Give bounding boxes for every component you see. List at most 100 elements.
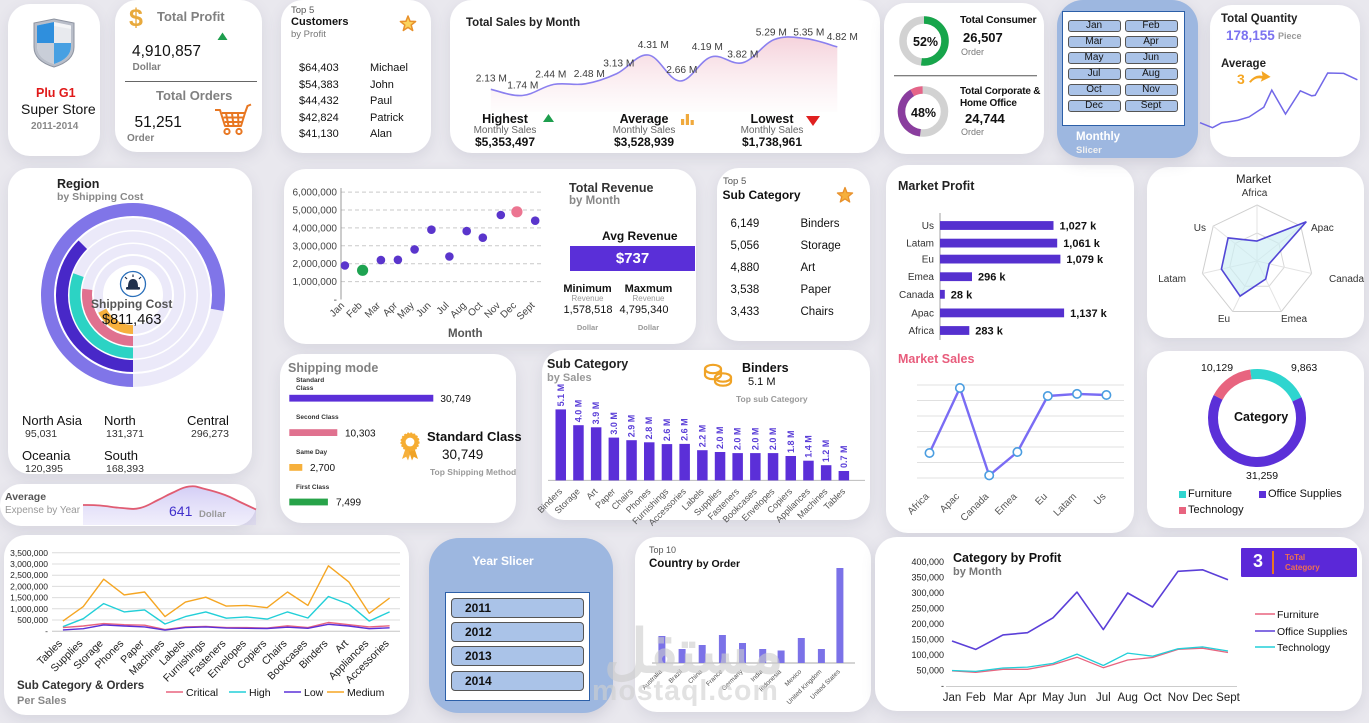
svg-text:Oct: Oct [1144, 692, 1163, 704]
svg-text:1,079 k: 1,079 k [1066, 254, 1104, 266]
svg-text:Jan: Jan [328, 300, 347, 319]
svg-text:Latam: Latam [1052, 491, 1079, 518]
svg-text:Technology: Technology [1277, 642, 1331, 654]
svg-text:5.29 M: 5.29 M [756, 28, 787, 39]
svg-text:Oct: Oct [466, 300, 485, 319]
svg-text:400,000: 400,000 [911, 557, 944, 567]
svg-text:1,061 k: 1,061 k [1063, 238, 1101, 250]
svg-text:-: - [941, 681, 944, 691]
svg-text:4.0 M: 4.0 M [574, 400, 584, 423]
svg-text:5.35 M: 5.35 M [793, 28, 824, 39]
svg-text:Jul: Jul [1096, 692, 1111, 704]
svg-text:2.6 M: 2.6 M [680, 418, 690, 441]
svg-text:Canada: Canada [959, 491, 992, 524]
svg-text:Mar: Mar [993, 692, 1013, 704]
svg-text:Mar: Mar [363, 300, 383, 320]
svg-text:2.2 M: 2.2 M [697, 425, 707, 448]
svg-text:Jun: Jun [414, 300, 433, 319]
svg-text:Jan: Jan [943, 692, 962, 704]
svg-text:1,000,000: 1,000,000 [10, 604, 48, 614]
svg-text:2,000,000: 2,000,000 [10, 581, 48, 591]
svg-text:10,303: 10,303 [345, 429, 376, 440]
svg-text:200,000: 200,000 [911, 619, 944, 629]
svg-text:2.0 M: 2.0 M [750, 428, 760, 451]
svg-text:150,000: 150,000 [911, 635, 944, 645]
svg-text:7,499: 7,499 [336, 498, 361, 509]
svg-text:3.9 M: 3.9 M [591, 402, 601, 425]
svg-text:Aug: Aug [1117, 692, 1137, 704]
svg-text:Dec: Dec [1192, 692, 1213, 704]
svg-text:50,000: 50,000 [916, 666, 944, 676]
svg-text:250,000: 250,000 [911, 604, 944, 614]
svg-text:2.48 M: 2.48 M [574, 69, 605, 80]
svg-text:4,000,000: 4,000,000 [293, 223, 338, 234]
svg-text:296 k: 296 k [978, 272, 1006, 284]
svg-text:1,000,000: 1,000,000 [293, 277, 338, 288]
svg-text:Low: Low [304, 687, 324, 699]
svg-text:2.66 M: 2.66 M [666, 65, 697, 76]
svg-text:Feb: Feb [345, 300, 365, 320]
svg-text:Apr: Apr [1019, 692, 1037, 704]
svg-text:2,500,000: 2,500,000 [10, 570, 48, 580]
svg-text:5,000,000: 5,000,000 [293, 206, 338, 217]
svg-text:May: May [396, 300, 417, 321]
svg-text:Apac: Apac [911, 308, 934, 319]
svg-text:Africa: Africa [908, 326, 934, 337]
svg-text:30,749: 30,749 [440, 394, 471, 405]
svg-text:Apac: Apac [938, 491, 962, 515]
svg-text:500,000: 500,000 [17, 615, 48, 625]
svg-text:300,000: 300,000 [911, 588, 944, 598]
svg-text:Emea: Emea [1281, 314, 1308, 325]
svg-text:Canada: Canada [899, 290, 934, 301]
svg-text:Medium: Medium [347, 687, 385, 699]
svg-text:Sept: Sept [515, 300, 537, 322]
svg-text:Jun: Jun [1068, 692, 1087, 704]
svg-text:1,137 k: 1,137 k [1070, 308, 1108, 320]
svg-text:1,500,000: 1,500,000 [10, 593, 48, 603]
svg-text:2,700: 2,700 [310, 463, 335, 474]
svg-text:2.9 M: 2.9 M [627, 415, 637, 438]
svg-text:2.0 M: 2.0 M [733, 428, 743, 451]
svg-text:2.13 M: 2.13 M [476, 73, 507, 84]
svg-text:1,027 k: 1,027 k [1060, 221, 1098, 233]
svg-text:Sept: Sept [1216, 692, 1240, 704]
svg-text:3,000,000: 3,000,000 [293, 241, 338, 252]
svg-text:Dec: Dec [499, 300, 519, 320]
svg-text:1.8 M: 1.8 M [786, 430, 796, 453]
svg-text:Latam: Latam [906, 239, 934, 250]
svg-text:2,000,000: 2,000,000 [293, 259, 338, 270]
svg-text:Us: Us [1092, 491, 1108, 507]
svg-text:Eu: Eu [1033, 491, 1049, 507]
svg-text:1.4 M: 1.4 M [804, 435, 814, 458]
svg-text:-: - [334, 295, 337, 306]
svg-text:Latam: Latam [1158, 274, 1186, 285]
svg-text:5.1 M: 5.1 M [556, 384, 566, 407]
svg-text:Eu: Eu [922, 255, 934, 266]
svg-text:High: High [249, 687, 271, 699]
svg-text:2.6 M: 2.6 M [662, 419, 672, 442]
svg-text:3.82 M: 3.82 M [727, 50, 758, 61]
svg-text:May: May [1042, 692, 1064, 704]
svg-text:2.0 M: 2.0 M [715, 426, 725, 449]
svg-text:-: - [45, 626, 48, 636]
svg-text:Emea: Emea [908, 272, 935, 283]
svg-text:Africa: Africa [1242, 188, 1268, 199]
svg-text:2.8 M: 2.8 M [644, 417, 654, 440]
svg-text:3,000,000: 3,000,000 [10, 559, 48, 569]
svg-text:Nov: Nov [1168, 692, 1189, 704]
svg-text:Office Supplies: Office Supplies [1277, 626, 1347, 638]
svg-text:2.44 M: 2.44 M [535, 69, 566, 80]
svg-text:28 k: 28 k [951, 289, 973, 301]
svg-text:Us: Us [922, 221, 934, 232]
svg-text:6,000,000: 6,000,000 [293, 188, 338, 199]
svg-text:Africa: Africa [906, 491, 932, 517]
svg-text:0.7 M: 0.7 M [839, 445, 849, 468]
svg-text:Feb: Feb [966, 692, 986, 704]
svg-text:Emea: Emea [993, 491, 1020, 518]
svg-text:3.13 M: 3.13 M [603, 59, 634, 70]
svg-text:3,500,000: 3,500,000 [10, 548, 48, 558]
svg-text:Us: Us [1194, 223, 1206, 234]
svg-text:Eu: Eu [1218, 314, 1230, 325]
svg-text:1.2 M: 1.2 M [821, 440, 831, 463]
svg-text:Apac: Apac [1311, 223, 1334, 234]
